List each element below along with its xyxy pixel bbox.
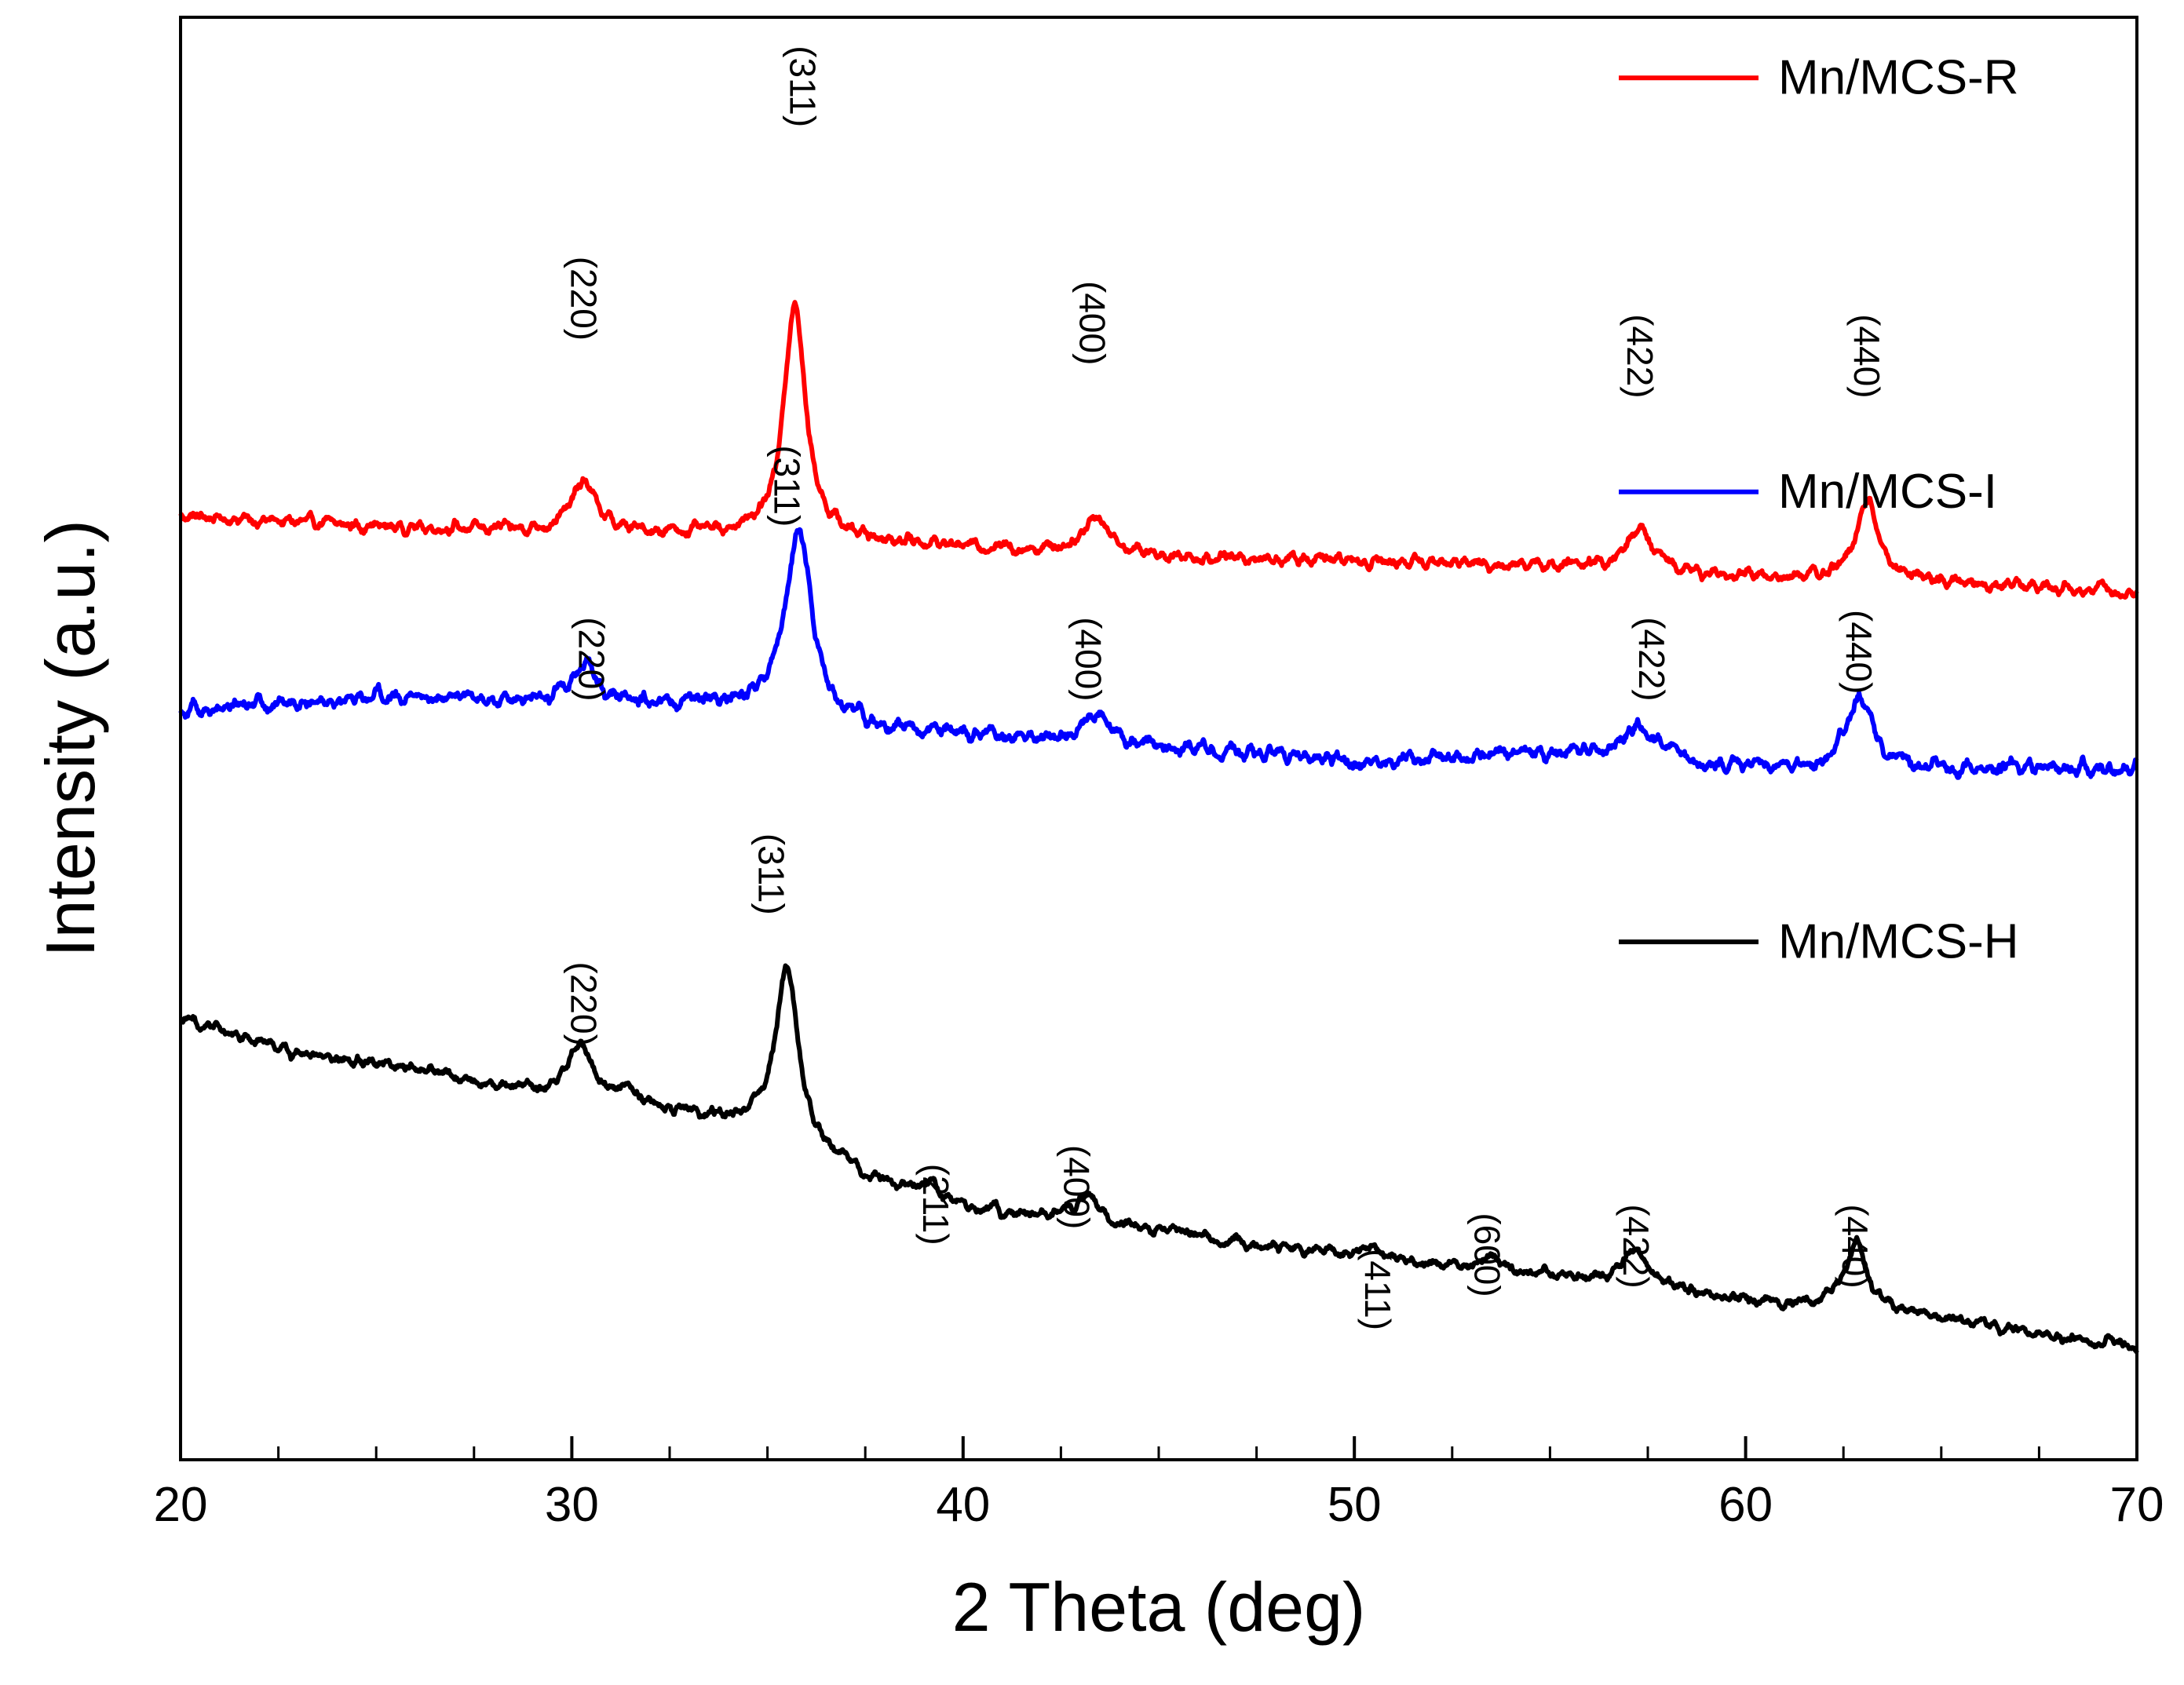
- x-tick-label: 70: [2110, 1478, 2164, 1532]
- x-tick-label: 30: [545, 1478, 599, 1532]
- peak-label: (411): [1357, 1249, 1398, 1330]
- peak-label: (440): [1846, 314, 1887, 398]
- peak-label: (220): [563, 962, 604, 1046]
- peak-label: (211): [915, 1164, 956, 1246]
- series-line-mn-mcs-i: [178, 527, 2139, 780]
- peak-label: (400): [1056, 1145, 1097, 1229]
- series-line-mn-mcs-h: [179, 963, 2139, 1354]
- peak-label: (440): [1835, 1204, 1875, 1288]
- legend: Mn/MCS-R Mn/MCS-I Mn/MCS-H: [1619, 51, 2019, 969]
- peak-label: (600): [1467, 1213, 1508, 1297]
- x-tick-label: 60: [1718, 1478, 1773, 1532]
- peak-labels: (220) (311) (400) (422) (440) (220) (311) (400)…: [563, 46, 1887, 1330]
- x-axis-title: 2 Theta (deg): [952, 1568, 1366, 1646]
- peak-label: (422): [1616, 1204, 1656, 1288]
- peak-label: (422): [1631, 617, 1672, 701]
- peak-label: (400): [1072, 281, 1112, 365]
- x-tick-label: 40: [936, 1478, 990, 1532]
- x-axis-ticks: [179, 1436, 2138, 1460]
- peak-label: (311): [767, 445, 808, 527]
- peak-label: (422): [1620, 314, 1660, 398]
- peak-label: (311): [783, 46, 824, 127]
- peak-label: (220): [571, 617, 612, 701]
- x-tick-label: 50: [1328, 1478, 1382, 1532]
- y-axis-title: Intensity (a.u.): [31, 520, 109, 957]
- peak-label: (440): [1839, 610, 1879, 694]
- x-axis-tick-labels: 20 30 40 50 60 70: [154, 1478, 2164, 1532]
- series-line-mn-mcs-r: [178, 300, 2139, 600]
- legend-label: Mn/MCS-H: [1778, 915, 2019, 969]
- peak-label: (400): [1068, 617, 1108, 701]
- peak-label: (220): [563, 257, 604, 341]
- legend-label: Mn/MCS-I: [1778, 465, 1997, 519]
- x-tick-label: 20: [154, 1478, 208, 1532]
- peak-label: (311): [751, 833, 792, 915]
- series-traces: [178, 300, 2139, 1354]
- legend-label: Mn/MCS-R: [1778, 51, 2019, 105]
